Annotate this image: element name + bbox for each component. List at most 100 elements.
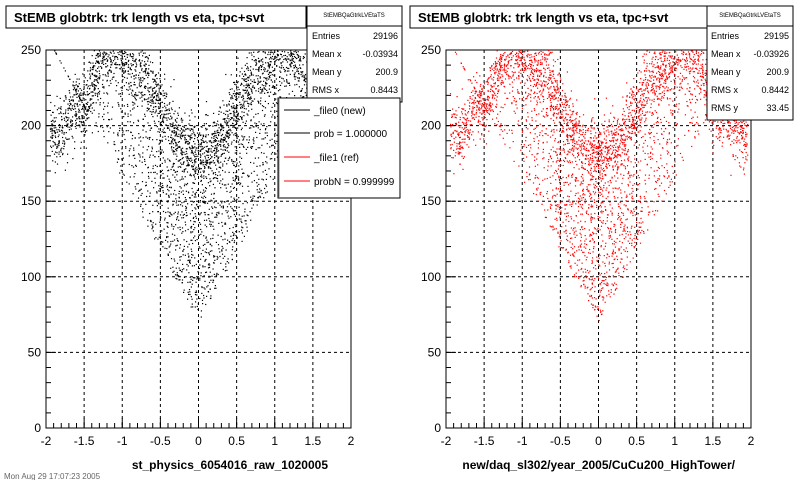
scatter-point — [144, 85, 146, 87]
scatter-point — [92, 65, 95, 67]
scatter-point — [215, 155, 217, 157]
scatter-point — [668, 59, 670, 62]
scatter-point — [472, 90, 474, 92]
scatter-point — [172, 162, 175, 164]
scatter-point — [52, 124, 54, 126]
scatter-point — [258, 69, 260, 71]
scatter-point — [232, 122, 234, 124]
x-tick-label: 0 — [195, 434, 202, 448]
scatter-point — [239, 104, 241, 106]
scatter-point — [117, 82, 119, 84]
scatter-point — [625, 99, 627, 101]
scatter-point — [176, 204, 178, 206]
scatter-point — [151, 113, 153, 115]
scatter-point — [524, 67, 526, 69]
scatter-point — [87, 101, 89, 103]
scatter-point — [50, 130, 52, 132]
scatter-point — [122, 70, 124, 72]
scatter-point — [215, 136, 217, 138]
scatter-point — [189, 130, 191, 132]
scatter-point — [107, 56, 109, 58]
scatter-point — [98, 70, 100, 72]
scatter-point — [170, 143, 172, 145]
scatter-point — [202, 244, 204, 246]
scatter-point — [123, 85, 125, 87]
scatter-point — [166, 248, 168, 250]
scatter-point — [605, 130, 607, 132]
scatter-point — [176, 174, 178, 176]
scatter-point — [300, 67, 302, 69]
scatter-point — [214, 130, 216, 132]
scatter-point — [197, 173, 199, 175]
scatter-point — [239, 94, 241, 96]
scatter-point — [85, 119, 87, 121]
scatter-point — [67, 153, 69, 155]
scatter-point — [265, 184, 267, 186]
scatter-point — [213, 154, 216, 156]
scatter-point — [740, 151, 742, 153]
scatter-point — [596, 204, 598, 206]
scatter-point — [170, 243, 172, 245]
scatter-point — [272, 178, 274, 180]
scatter-point — [490, 84, 492, 86]
scatter-point — [148, 72, 150, 75]
scatter-point — [234, 200, 236, 202]
scatter-point — [167, 226, 169, 228]
scatter-point — [289, 63, 291, 65]
scatter-point — [130, 85, 132, 87]
scatter-point — [116, 64, 119, 66]
scatter-point — [741, 126, 743, 128]
scatter-point — [194, 126, 196, 128]
scatter-point — [187, 291, 189, 293]
scatter-point — [123, 72, 125, 74]
scatter-point — [227, 146, 229, 148]
scatter-point — [139, 160, 141, 162]
scatter-point — [269, 74, 271, 77]
scatter-point — [207, 202, 209, 204]
scatter-point — [172, 125, 174, 128]
scatter-point — [193, 169, 195, 171]
scatter-point — [258, 101, 260, 103]
scatter-point — [277, 54, 279, 56]
scatter-point — [263, 138, 265, 140]
scatter-point — [276, 65, 278, 67]
scatter-point — [196, 189, 198, 191]
scatter-point — [236, 114, 238, 116]
scatter-point — [254, 122, 256, 124]
scatter-point — [138, 77, 140, 79]
scatter-point — [215, 213, 218, 215]
scatter-point — [103, 130, 105, 132]
scatter-point — [495, 62, 497, 64]
scatter-point — [66, 138, 68, 140]
scatter-point — [567, 121, 569, 123]
scatter-point — [193, 174, 195, 176]
scatter-point — [227, 183, 229, 185]
scatter-point — [182, 254, 184, 256]
scatter-point — [194, 146, 196, 148]
scatter-point — [189, 137, 191, 139]
scatter-point — [164, 247, 166, 249]
scatter-point — [133, 81, 135, 83]
scatter-point — [704, 74, 706, 76]
scatter-point — [675, 174, 677, 176]
scatter-point — [80, 122, 82, 124]
scatter-point — [271, 158, 273, 160]
scatter-point — [197, 276, 199, 278]
scatter-point — [569, 204, 571, 206]
scatter-point — [126, 56, 128, 58]
scatter-point — [243, 75, 245, 77]
scatter-point — [68, 107, 70, 109]
scatter-point — [499, 77, 501, 79]
scatter-point — [177, 114, 179, 116]
scatter-point — [614, 117, 616, 119]
scatter-point — [492, 110, 494, 113]
scatter-point — [98, 78, 100, 80]
scatter-point — [261, 73, 264, 75]
scatter-point — [230, 97, 232, 99]
scatter-point — [290, 52, 292, 54]
scatter-point — [168, 169, 170, 171]
scatter-point — [137, 94, 139, 96]
scatter-point — [646, 101, 648, 103]
scatter-point — [565, 229, 567, 231]
scatter-point — [213, 177, 215, 179]
